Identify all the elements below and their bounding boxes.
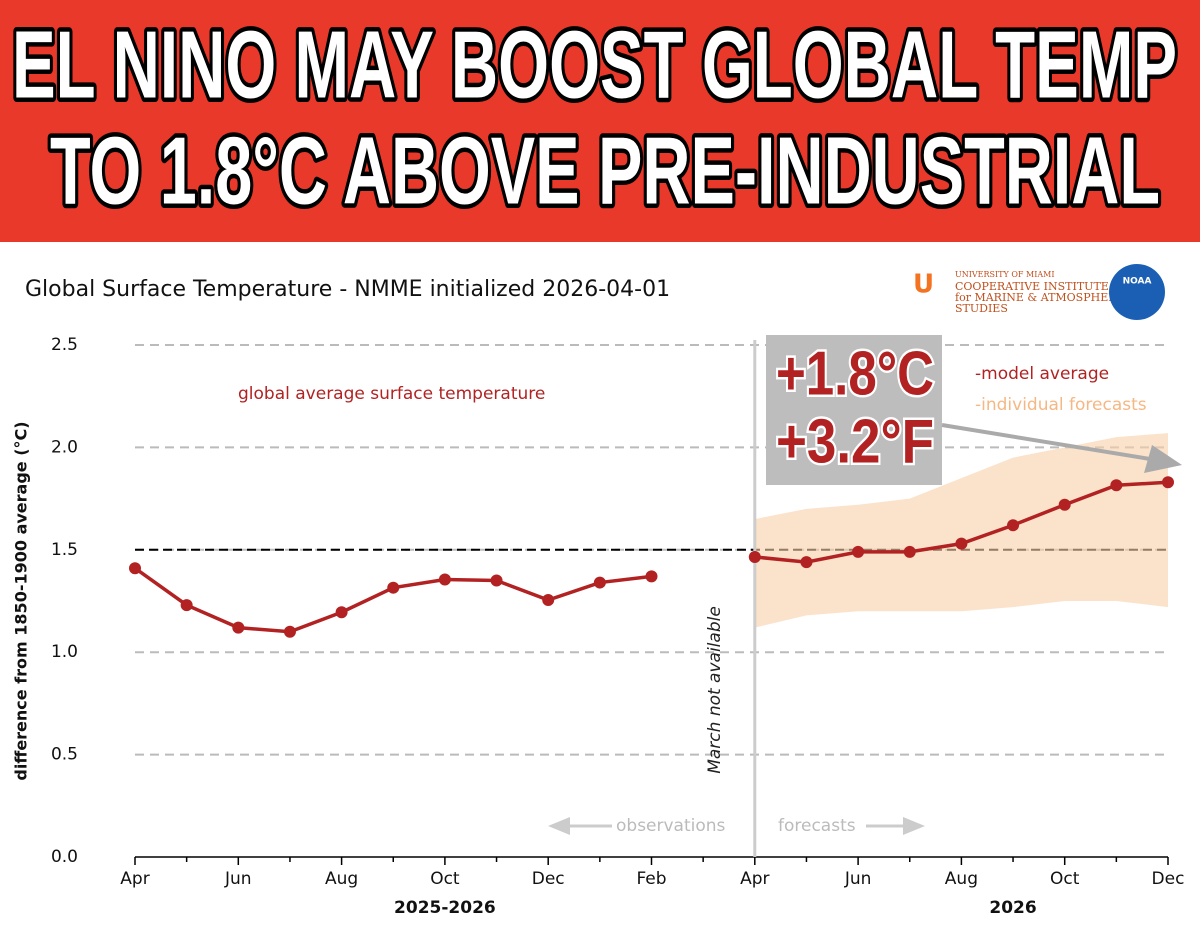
logo: U UNIVERSITY OF MIAMI COOPERATIVE INSTIT… [913,264,1165,320]
logo-text: NOAA [1123,277,1152,287]
x-tick-label: Oct [1050,869,1080,889]
headline: EL NINO MAY BOOST GLOBAL TEMP [12,11,1177,118]
y-tick-label: 2.0 [51,437,78,457]
x-tick-label: Jun [844,869,872,889]
model-point [748,550,761,563]
arrow-head [903,817,925,835]
plot: 0.0 0.5 1.0 1.5 2.0 2.5 difference from 1850-1… [12,335,1185,918]
arrow-head [548,817,570,835]
x-tick-label: Aug [945,869,978,889]
x-tick-label: Apr [120,869,149,889]
model-point [490,574,503,587]
callout: +1.8°C [776,339,934,408]
x-tick-label: Feb [636,869,666,889]
y-tick-label: 0.5 [51,745,78,765]
model-point [800,556,813,569]
logo-text: COOPERATIVE INSTITUTE [955,280,1109,293]
callout-box [766,335,942,485]
arrows [548,817,925,835]
chart-title: Global Surface Temperature - NMME initia… [25,277,670,302]
logo-text: for MARINE & ATMOSPHERIC [955,291,1129,304]
x-tick-label: Oct [430,869,460,889]
model-point [1110,479,1123,492]
y-axis-label: difference from 1850-1900 average (°C) [12,421,31,780]
callout-arrow-head [1144,445,1182,473]
y-tick-label: 2.5 [51,335,78,355]
legend-entry: -model average [975,364,1109,384]
logo-text: UNIVERSITY OF MIAMI [955,270,1054,279]
y-tick-label: 1.5 [51,540,78,560]
logo-text: STUDIES [955,302,1008,315]
callout-arrow [941,423,1151,461]
noaa-logo [1109,264,1165,320]
legend-entry: -individual forecasts [975,395,1147,415]
x-tick-label: Dec [1152,869,1185,889]
y-tick-label: 1.0 [51,642,78,662]
model-point [129,562,141,575]
model-point [438,573,451,586]
model-point [852,545,865,558]
callout: +3.2°F [776,407,934,476]
model-point [645,570,658,583]
model-point [387,581,400,594]
model-point [283,625,296,638]
model-point [1007,519,1020,532]
logo-u: U [913,270,934,300]
model-point [1162,476,1174,489]
x-tick-label: Dec [532,869,565,889]
banner [0,0,1200,242]
x-group-label: 2026 [989,898,1036,918]
annotation: global average surface temperature [238,384,545,404]
annotation: observations [616,816,726,836]
model-point [593,576,606,589]
divider-note: March not available [705,606,725,774]
forecast-envelope [754,433,1168,628]
model-point [1058,498,1071,511]
model-point [335,606,348,619]
annotation: forecasts [778,816,856,836]
model-point [542,593,555,606]
model-point [955,537,968,550]
x-tick-label: Aug [325,869,358,889]
model-point [232,621,245,634]
model-point [903,545,916,558]
headline: TO 1.8°C ABOVE PRE-INDUSTRIAL [50,117,1160,224]
x-tick-label: Apr [740,869,769,889]
x-group-label: 2025-2026 [394,898,496,918]
model-point [180,599,193,612]
x-tick-label: Jun [224,869,252,889]
y-tick-label: 0.0 [51,847,78,867]
